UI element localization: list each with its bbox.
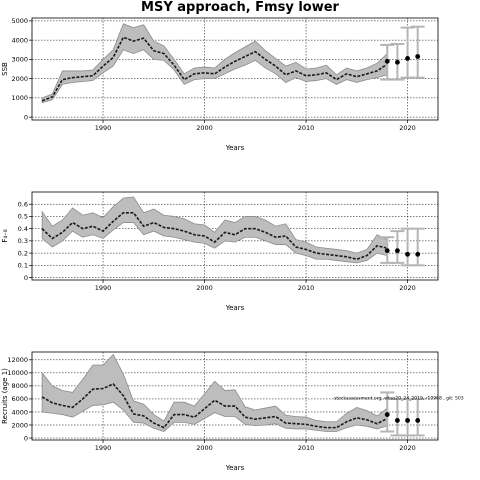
y-tick-label: 0.5	[18, 213, 28, 221]
f-panel: 1990 2000 2010 2020 0 0.1 0.2 0.3 0.4 0.5 0.6 Years…	[1, 191, 439, 312]
confidence-band	[41, 353, 388, 432]
y-tick-label: 5000	[11, 17, 28, 25]
forecast-point	[384, 58, 390, 64]
x-tick-label: 1990	[95, 284, 112, 292]
x-axis-title: Years	[225, 464, 245, 472]
x-tick-label: 2000	[196, 124, 213, 132]
x-tick-label: 2000	[196, 444, 213, 452]
x-tick-label: 2000	[196, 284, 213, 292]
forecast-point	[405, 251, 410, 257]
forecast-point	[415, 251, 421, 257]
annotation-text: stockassessment.org, wbss20_24_2019, r10…	[334, 396, 464, 402]
y-tick-label: 3000	[11, 56, 28, 64]
confidence-band	[41, 196, 388, 264]
x-axis-title: Years	[225, 144, 245, 152]
estimate-line	[41, 36, 388, 102]
y-tick-label: 10000	[7, 369, 28, 377]
recruits-panel: 1990 2000 2010 2020 0 2000 4000 6000 8000 10000 12…	[1, 351, 464, 472]
forecast-point	[384, 412, 390, 417]
y-tick-label: 4000	[11, 408, 28, 416]
x-tick-label: 1990	[95, 124, 112, 132]
y-tick-label: 8000	[11, 382, 28, 390]
forecast-point	[384, 248, 390, 254]
y-tick-label: 12000	[7, 356, 28, 364]
x-tick-label: 2020	[399, 124, 416, 132]
x-tick-label: 2010	[298, 284, 315, 292]
estimate-line	[41, 211, 388, 261]
y-tick-label: 0.4	[18, 225, 28, 233]
plot-frame	[31, 351, 439, 441]
y-tick-label: 2000	[11, 75, 28, 83]
forecast-point	[405, 56, 410, 61]
plot-frame	[31, 191, 439, 281]
forecast-point	[415, 418, 421, 423]
x-tick-label: 2010	[298, 444, 315, 452]
x-tick-label: 2010	[298, 124, 315, 132]
y-axis-title: F₄₋₈	[1, 229, 9, 243]
x-tick-label: 2020	[399, 444, 416, 452]
x-tick-label: 2020	[399, 284, 416, 292]
estimate-line	[41, 382, 388, 429]
plot-frame	[31, 17, 439, 121]
page-title: MSY approach, Fmsy lower	[141, 0, 339, 15]
x-tick-label: 1990	[95, 444, 112, 452]
y-tick-label: 4000	[11, 36, 28, 44]
forecast-point	[415, 54, 421, 59]
forecast-point	[395, 248, 400, 254]
y-tick-label: 0.1	[18, 262, 28, 270]
y-tick-label: 0	[24, 274, 28, 282]
x-axis-title: Years	[225, 304, 245, 312]
ssb-panel: 1990 2000 2010 2020 0 1000 2000 3000 4000 5000 Yea…	[1, 17, 439, 152]
y-tick-label: 6000	[11, 395, 28, 403]
forecast-point	[395, 59, 400, 65]
y-tick-label: 1000	[11, 94, 28, 102]
forecast-point	[395, 418, 400, 423]
y-axis-title: Recruits (age 1)	[1, 368, 9, 424]
y-tick-label: 0.2	[18, 249, 28, 257]
confidence-band	[41, 23, 388, 104]
y-axis-title: SSB	[1, 62, 9, 76]
y-tick-label: 0.6	[18, 201, 28, 209]
y-tick-label: 0	[24, 113, 28, 121]
forecast-point	[405, 418, 410, 423]
y-tick-label: 0.3	[18, 237, 28, 245]
y-tick-label: 0	[24, 434, 28, 442]
y-tick-label: 2000	[11, 421, 28, 429]
